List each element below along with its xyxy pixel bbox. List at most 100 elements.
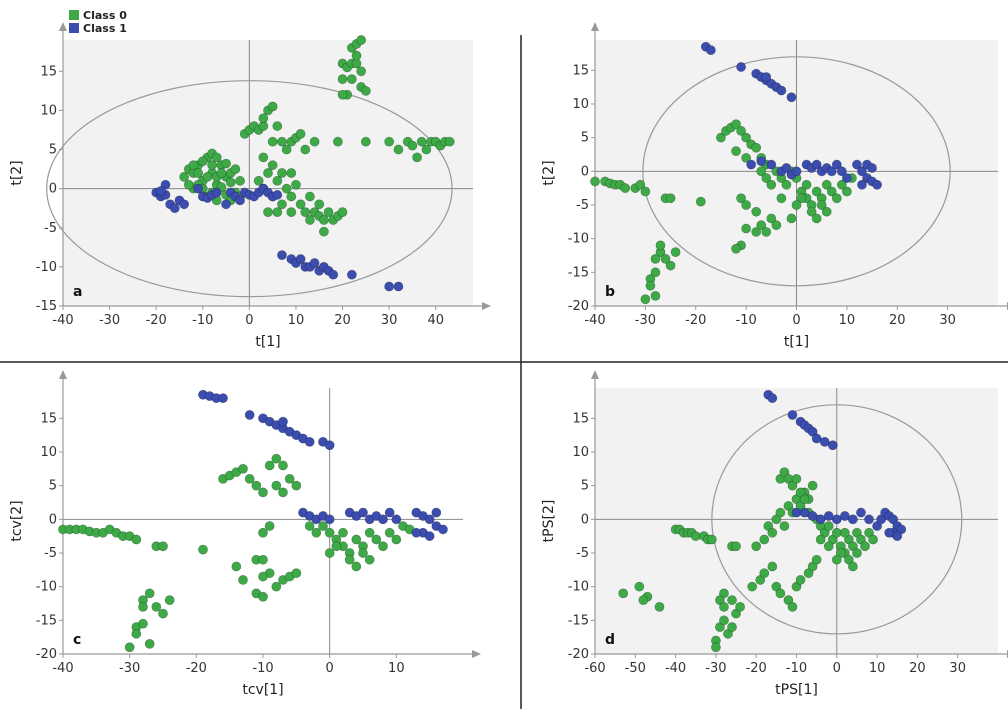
data-point bbox=[164, 595, 175, 606]
data-point bbox=[331, 541, 342, 552]
data-point bbox=[848, 514, 858, 525]
data-point bbox=[286, 207, 297, 218]
data-point bbox=[660, 253, 671, 264]
data-point bbox=[356, 35, 367, 45]
x-tick-label: -20 bbox=[746, 661, 767, 676]
data-point bbox=[831, 554, 842, 565]
data-point bbox=[225, 177, 236, 188]
data-point bbox=[258, 113, 269, 124]
data-point bbox=[766, 213, 777, 224]
x-tick-label: 0 bbox=[833, 661, 841, 676]
data-point bbox=[787, 601, 798, 612]
data-point bbox=[826, 186, 837, 197]
data-point bbox=[761, 227, 772, 237]
data-point bbox=[711, 642, 721, 653]
x-tick-label: -20 bbox=[146, 313, 167, 328]
data-point bbox=[836, 179, 847, 190]
y-axis-arrow-icon bbox=[59, 370, 67, 379]
data-point bbox=[791, 200, 802, 210]
y-tick-label: 15 bbox=[40, 411, 57, 426]
data-point bbox=[304, 521, 315, 531]
data-point bbox=[650, 267, 661, 278]
data-point bbox=[807, 480, 818, 491]
y-tick-label: -15 bbox=[568, 265, 589, 280]
data-point bbox=[278, 460, 288, 471]
x-tick-label: -10 bbox=[252, 661, 273, 676]
data-point bbox=[267, 101, 278, 112]
data-point bbox=[319, 226, 329, 237]
data-point bbox=[281, 183, 292, 194]
series-class-0 bbox=[618, 467, 878, 653]
data-point bbox=[618, 588, 629, 599]
x-axis-arrow-icon bbox=[482, 302, 491, 310]
data-point bbox=[271, 581, 282, 592]
data-point bbox=[211, 187, 222, 198]
data-point bbox=[324, 548, 335, 558]
data-point bbox=[650, 253, 661, 264]
data-point bbox=[384, 507, 395, 518]
data-point bbox=[799, 507, 810, 518]
data-point bbox=[378, 514, 388, 525]
data-point bbox=[360, 136, 371, 147]
data-point bbox=[781, 179, 792, 190]
data-point bbox=[791, 166, 802, 177]
data-point bbox=[831, 514, 842, 525]
data-point bbox=[258, 487, 268, 498]
data-point bbox=[766, 179, 777, 190]
data-point bbox=[384, 136, 395, 147]
data-point bbox=[207, 160, 217, 171]
y-tick-label: 5 bbox=[581, 479, 589, 494]
data-point bbox=[131, 534, 142, 545]
data-point bbox=[759, 534, 770, 545]
data-point bbox=[638, 595, 649, 606]
data-point bbox=[411, 527, 422, 538]
x-tick-label: -20 bbox=[186, 661, 207, 676]
data-point bbox=[337, 74, 348, 85]
data-point bbox=[378, 541, 388, 552]
data-point bbox=[155, 186, 166, 196]
data-point bbox=[324, 440, 335, 451]
data-point bbox=[391, 514, 402, 525]
data-point bbox=[291, 179, 301, 190]
x-tick-label: -20 bbox=[685, 313, 706, 328]
data-point bbox=[786, 213, 797, 224]
data-point bbox=[655, 240, 666, 251]
x-tick-label: 0 bbox=[326, 661, 334, 676]
y-tick-label: 5 bbox=[581, 131, 589, 146]
x-tick-label: -10 bbox=[786, 661, 807, 676]
data-point bbox=[346, 74, 357, 85]
data-point bbox=[158, 608, 168, 619]
data-point bbox=[654, 601, 665, 612]
data-point bbox=[179, 172, 190, 182]
data-point bbox=[202, 172, 213, 182]
data-point bbox=[318, 521, 328, 531]
x-tick-label: 30 bbox=[939, 313, 956, 328]
y-axis-label: tPS[2] bbox=[541, 500, 557, 543]
x-tick-label: -40 bbox=[665, 661, 686, 676]
x-tick-label: 20 bbox=[909, 661, 926, 676]
y-tick-label: 15 bbox=[40, 64, 57, 79]
data-point bbox=[831, 193, 842, 204]
plot-background bbox=[595, 388, 998, 654]
data-point bbox=[197, 156, 208, 167]
data-point bbox=[856, 507, 866, 518]
confidence-ellipse bbox=[46, 80, 453, 298]
data-point bbox=[356, 66, 367, 77]
data-point bbox=[590, 176, 600, 187]
data-point bbox=[124, 642, 135, 653]
x-tick-label: 10 bbox=[388, 661, 405, 676]
data-point bbox=[253, 175, 264, 186]
data-point bbox=[786, 92, 797, 103]
x-tick-label: -60 bbox=[584, 661, 605, 676]
y-tick-label: -5 bbox=[44, 546, 57, 561]
scatter-panel-d: -60 -50 -40 -30 -20 -10 0 10 20 30-20-15-10-50510… bbox=[541, 370, 1008, 698]
y-axis-label: t[2] bbox=[541, 160, 557, 185]
data-point bbox=[277, 168, 287, 178]
data-point bbox=[258, 571, 268, 582]
data-point bbox=[821, 206, 832, 217]
data-point bbox=[183, 179, 194, 190]
data-point bbox=[332, 136, 343, 147]
x-tick-label: 0 bbox=[792, 313, 800, 328]
series-class-1 bbox=[151, 179, 404, 292]
data-point bbox=[756, 220, 767, 231]
